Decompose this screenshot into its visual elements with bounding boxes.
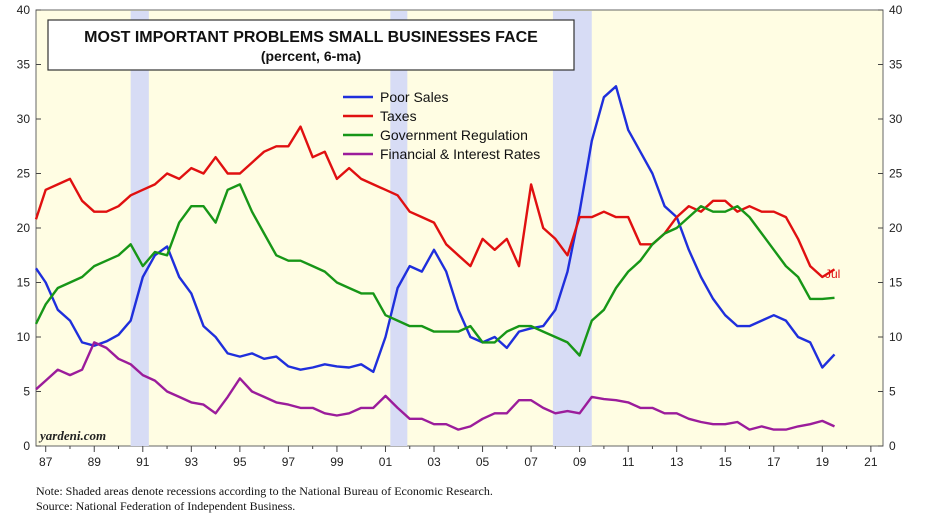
y-tick-label-left: 5: [23, 385, 30, 399]
y-tick-label-right: 40: [889, 3, 903, 17]
series-line-poor-sales: [35, 85, 836, 374]
x-tick-label: 01: [379, 455, 393, 469]
y-tick-label-right: 25: [889, 167, 903, 181]
recession-band: [552, 11, 592, 446]
legend-label: Taxes: [380, 108, 417, 124]
x-tick-label: 95: [233, 455, 247, 469]
legend-label: Government Regulation: [380, 127, 528, 143]
x-tick-label: 11: [622, 455, 635, 469]
y-tick-label-left: 0: [23, 439, 30, 453]
x-tick-label: 13: [670, 455, 684, 469]
y-tick-label-left: 10: [17, 330, 31, 344]
series-line-taxes: [34, 125, 836, 279]
x-tick-label: 21: [864, 455, 878, 469]
y-tick-label-right: 15: [889, 276, 903, 290]
y-tick-label-right: 35: [889, 58, 903, 72]
recession-band: [390, 11, 408, 446]
x-tick-label: 07: [524, 455, 538, 469]
x-tick-label: 09: [573, 455, 587, 469]
footnotes: Note: Shaded areas denote recessions acc…: [36, 484, 493, 514]
y-tick-label-left: 35: [17, 58, 31, 72]
legend-label: Financial & Interest Rates: [380, 146, 540, 162]
series-end-label: Jul: [825, 267, 840, 281]
x-tick-label: 19: [816, 455, 830, 469]
y-tick-label-right: 30: [889, 112, 903, 126]
x-tick-label: 03: [427, 455, 441, 469]
y-tick-label-right: 10: [889, 330, 903, 344]
x-tick-label: 15: [719, 455, 733, 469]
legend-label: Poor Sales: [380, 89, 448, 105]
chart-title: MOST IMPORTANT PROBLEMS SMALL BUSINESSES…: [84, 29, 538, 46]
title-box: [47, 19, 575, 71]
x-tick-label: 17: [767, 455, 781, 469]
y-tick-label-left: 15: [17, 276, 31, 290]
footnote-recessions: Note: Shaded areas denote recessions acc…: [36, 484, 493, 498]
x-tick-label: 97: [282, 455, 296, 469]
x-tick-label: 87: [39, 455, 53, 469]
y-tick-label-right: 20: [889, 221, 903, 235]
y-tick-label-left: 30: [17, 112, 31, 126]
watermark: yardeni.com: [38, 428, 106, 443]
plot-background: [35, 9, 884, 447]
y-tick-label-left: 25: [17, 167, 31, 181]
series-line-government-regulation: [34, 183, 835, 357]
x-tick-label: 93: [185, 455, 199, 469]
y-tick-label-right: 5: [889, 385, 896, 399]
y-tick-label-right: 0: [889, 439, 896, 453]
x-tick-label: 91: [136, 455, 150, 469]
x-tick-label: 05: [476, 455, 490, 469]
chart-subtitle: (percent, 6-ma): [261, 48, 361, 64]
y-tick-label-left: 40: [17, 3, 31, 17]
footnote-source: Source: National Federation of Independe…: [36, 499, 296, 513]
legend: Poor Sales Taxes Government Regulation Fina…: [343, 89, 540, 162]
y-tick-label-left: 20: [17, 221, 31, 235]
recession-band: [130, 11, 149, 446]
x-tick-label: 99: [330, 455, 344, 469]
series-line-financial-interest-rates: [35, 341, 835, 431]
x-tick-label: 89: [88, 455, 102, 469]
